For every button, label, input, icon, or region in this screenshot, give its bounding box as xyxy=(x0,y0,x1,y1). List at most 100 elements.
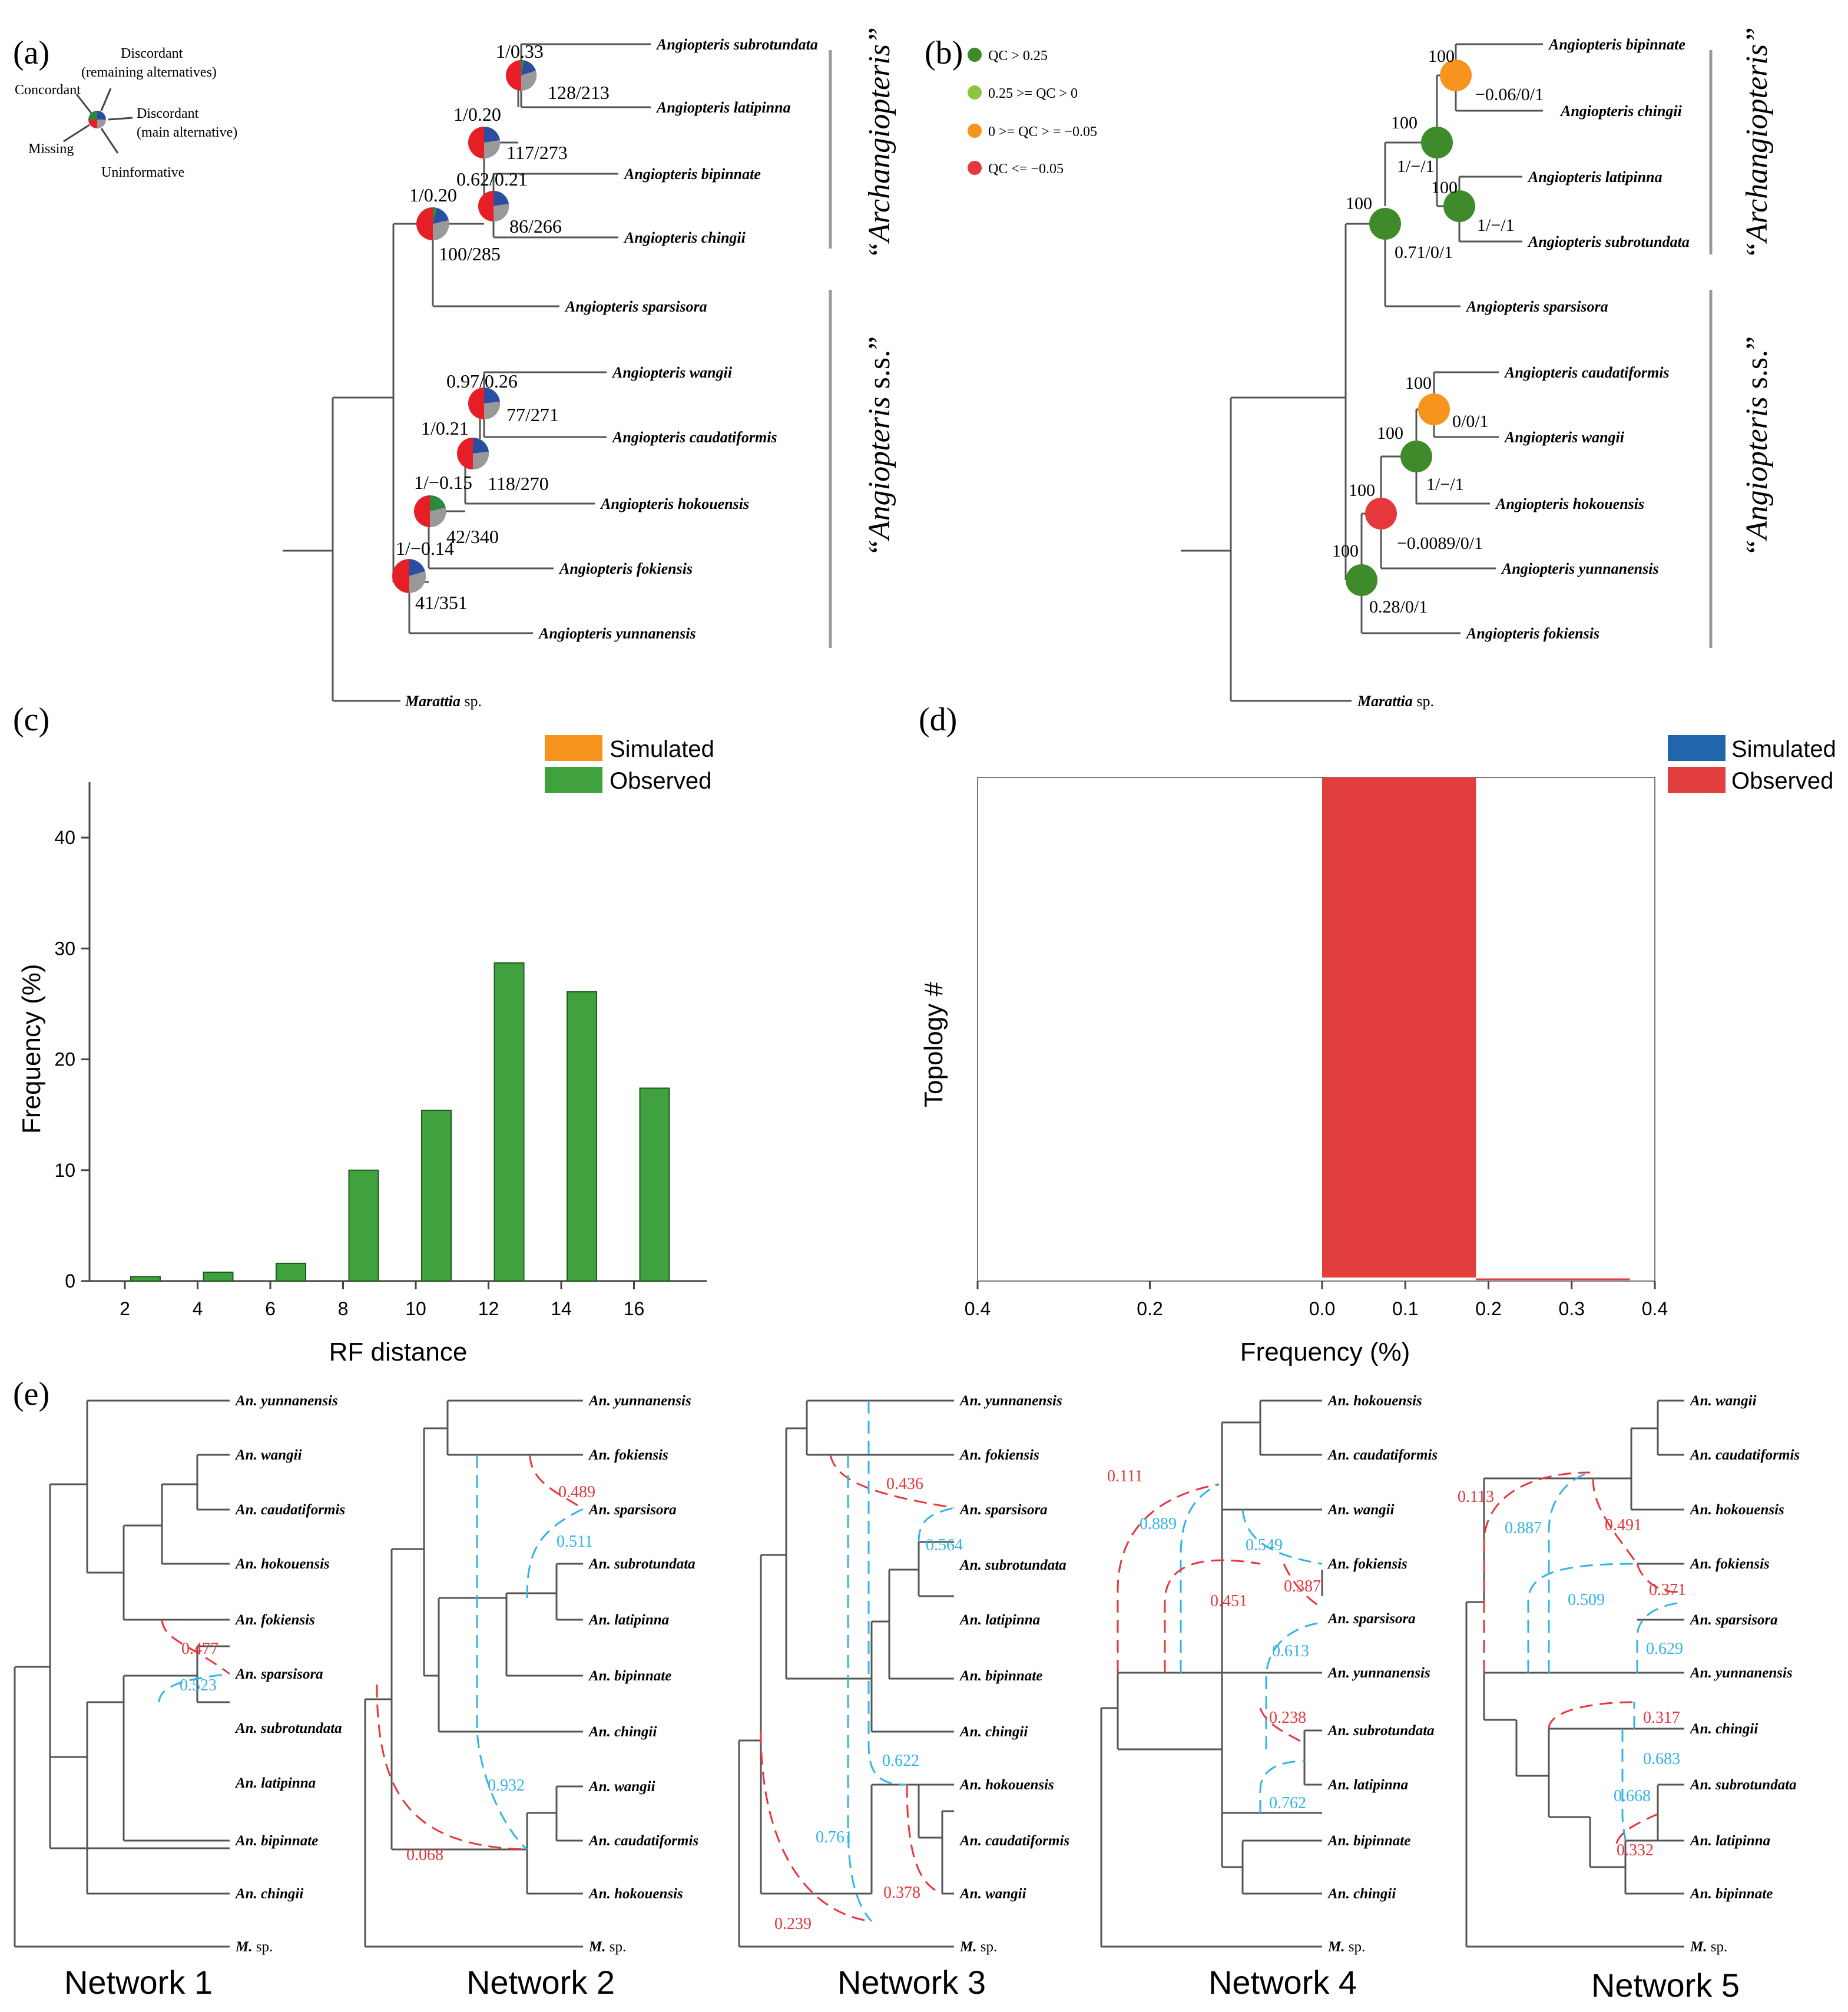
taxon-b-2: Angiopteris chingii xyxy=(1559,102,1683,120)
n4-taxon-9: An. bipinnate xyxy=(1327,1833,1410,1849)
network-2-title: Network 2 xyxy=(466,1964,615,2001)
network-3-red-edge-2 xyxy=(906,1784,943,1895)
taxon-b-6: Angiopteris caudatiformis xyxy=(1503,364,1670,381)
network-2: 0.489 0.511 0.932 0.068 An. yunnanensis … xyxy=(364,1393,698,2001)
network-3-blue-edge-1 xyxy=(918,1507,955,1543)
network-5-gamma-blue2: 0.509 xyxy=(1568,1591,1605,1609)
chart-c-xtick-label-7: 16 xyxy=(624,1298,645,1319)
chart-d-xtick-label-4: 0.2 xyxy=(1475,1298,1501,1319)
network-2-gamma-blue1: 0.511 xyxy=(557,1533,593,1551)
chart-c-ytick-label-4: 40 xyxy=(54,827,75,848)
n5-taxon-8: An. subrotundata xyxy=(1689,1777,1797,1793)
network-4-blue-edge-2 xyxy=(1241,1509,1323,1565)
n2-taxon-9: An. caudatiformis xyxy=(588,1833,698,1849)
b3-support: 100 xyxy=(1431,178,1458,197)
taxon-a-8: Angiopteris hokouensis xyxy=(600,495,749,512)
network-4-gamma-blue2: 0.549 xyxy=(1246,1536,1283,1554)
chart-d-ylabel: Topology # xyxy=(919,982,948,1107)
tree-a-pie-n8 xyxy=(392,559,426,593)
tree-a-taxa: Angiopteris subrotundata Angiopteris lat… xyxy=(405,36,818,710)
network-4: 0.111 0.889 0.549 0.451 0.387 0.613 0.23… xyxy=(1100,1393,1438,2001)
n1-taxon-10: An. chingii xyxy=(234,1886,303,1902)
n3-top: 0.62/0.21 xyxy=(456,168,528,190)
n5-taxon-4: An. fokiensis xyxy=(1689,1556,1770,1572)
network-4-blue-edge-4 xyxy=(1259,1760,1305,1813)
n2-taxon-outgroup: M. sp. xyxy=(588,1939,626,1955)
taxon-b-4: Angiopteris subrotundata xyxy=(1527,233,1690,250)
chart-c-xlabel: RF distance xyxy=(329,1338,468,1366)
n3-taxon-9: An. caudatiformis xyxy=(959,1833,1069,1849)
panel-a-legend: Concordant Discordant (remaining alterna… xyxy=(15,46,237,180)
network-2-blue-edge-2 xyxy=(476,1455,528,1851)
panel-d-letter: (d) xyxy=(919,701,957,738)
n3-taxon-outgroup: M. sp. xyxy=(959,1939,997,1955)
n5-taxon-10: An. bipinnate xyxy=(1689,1886,1773,1902)
chart-c-bar-observed-6 xyxy=(276,1262,306,1282)
chart-c-xtick-label-0: 2 xyxy=(120,1298,130,1319)
n4-taxon-10: An. chingii xyxy=(1327,1886,1396,1902)
node-b6 xyxy=(1400,441,1432,472)
n1-bottom: 128/213 xyxy=(548,82,610,103)
node-b3 xyxy=(1443,190,1475,222)
n3-taxon-5: An. latipinna xyxy=(959,1612,1040,1628)
b6-support: 100 xyxy=(1377,423,1403,443)
n6-top: 1/0.21 xyxy=(421,418,469,439)
node-b2 xyxy=(1421,127,1453,158)
n2-taxon-6: An. bipinnate xyxy=(588,1668,671,1684)
network-1: 0.477 0.523 An. yunnanensis An. wangii A… xyxy=(14,1393,345,2001)
taxon-a-3: Angiopteris bipinnate xyxy=(623,166,761,183)
network-5-gamma-blue1: 0.887 xyxy=(1505,1519,1542,1537)
b1-support: 100 xyxy=(1428,47,1455,66)
n4-taxon-6: An. yunnanensis xyxy=(1327,1665,1430,1681)
chart-c-ytick-label-3: 30 xyxy=(54,938,75,959)
taxon-b-10: Angiopteris fokiensis xyxy=(1465,625,1599,642)
chart-c-bar-observed-16 xyxy=(639,1087,670,1282)
network-4-gamma-blue1: 0.889 xyxy=(1140,1515,1177,1533)
network-3-gamma-blue1: 0.564 xyxy=(926,1536,963,1554)
b3-value: 1/−/1 xyxy=(1477,216,1515,235)
legend-discordant-main: Discordant xyxy=(137,106,199,121)
tree-a-pie-n6 xyxy=(457,437,489,470)
b6-value: 1/−/1 xyxy=(1426,475,1464,494)
n4-taxon-8: An. latipinna xyxy=(1327,1777,1408,1793)
n5-taxon-7: An. chingii xyxy=(1689,1721,1758,1737)
chart-c-y-ticks: 0 10 20 30 40 xyxy=(54,827,90,1292)
network-4-gamma-blue3: 0.613 xyxy=(1272,1642,1309,1660)
panel-a: (a) Concordant Discordant (remaining alt… xyxy=(13,27,896,710)
chart-c-xtick-label-3: 8 xyxy=(338,1298,349,1319)
legend-d-observed: Observed xyxy=(1731,768,1833,794)
n5-taxon-outgroup: M. sp. xyxy=(1690,1939,1727,1955)
network-5-gamma-red2: 0.491 xyxy=(1605,1516,1642,1534)
legend-qc-1-dot xyxy=(968,48,982,62)
n2-taxon-8: An. wangii xyxy=(588,1779,655,1795)
legend-c-simulated: Simulated xyxy=(610,736,714,762)
n3-taxon-4: An. subrotundata xyxy=(959,1557,1067,1573)
tree-a-pie-n3 xyxy=(478,190,509,222)
n7-bottom: 42/340 xyxy=(446,526,499,547)
n1-taxon-4: An. hokouensis xyxy=(234,1556,330,1572)
network-5-blue-edge-2 xyxy=(1527,1563,1638,1673)
n8-bottom: 41/351 xyxy=(415,592,468,613)
network-4-red-edge-3 xyxy=(1283,1563,1323,1609)
clade-label-b-upper: “Archangiopteris” xyxy=(1740,27,1774,259)
network-4-blue-edge-3 xyxy=(1265,1621,1323,1749)
node-b8 xyxy=(1346,564,1377,596)
tree-a-pie-n1 xyxy=(506,59,537,91)
n4-taxon-7: An. subrotundata xyxy=(1327,1723,1435,1739)
n4-taxon-1: An. hokouensis xyxy=(1327,1393,1422,1409)
chart-d-x-ticks: 0.4 0.2 0.0 0.1 0.2 0.3 0.4 xyxy=(965,1281,1668,1319)
n3-taxon-8: An. hokouensis xyxy=(959,1777,1054,1793)
network-5-blue-edge-3 xyxy=(1636,1601,1685,1673)
network-4-blue-edge-1 xyxy=(1180,1483,1220,1673)
n1-taxon-outgroup: M. sp. xyxy=(235,1939,273,1955)
network-2-blue-edge-1 xyxy=(526,1508,584,1599)
n5-taxon-2: An. caudatiformis xyxy=(1689,1447,1800,1463)
panel-e-letter: (e) xyxy=(13,1376,49,1412)
panel-b-letter: (b) xyxy=(925,35,963,71)
n8-top: 1/−0.14 xyxy=(396,538,454,559)
network-5-red-edge-5 xyxy=(1615,1813,1658,1844)
n3-taxon-6: An. bipinnate xyxy=(959,1668,1042,1684)
b1-value: −0.06/0/1 xyxy=(1475,85,1544,104)
network-3-gamma-blue2: 0.622 xyxy=(882,1752,919,1770)
n1-taxon-6: An. sparsisora xyxy=(234,1666,323,1682)
